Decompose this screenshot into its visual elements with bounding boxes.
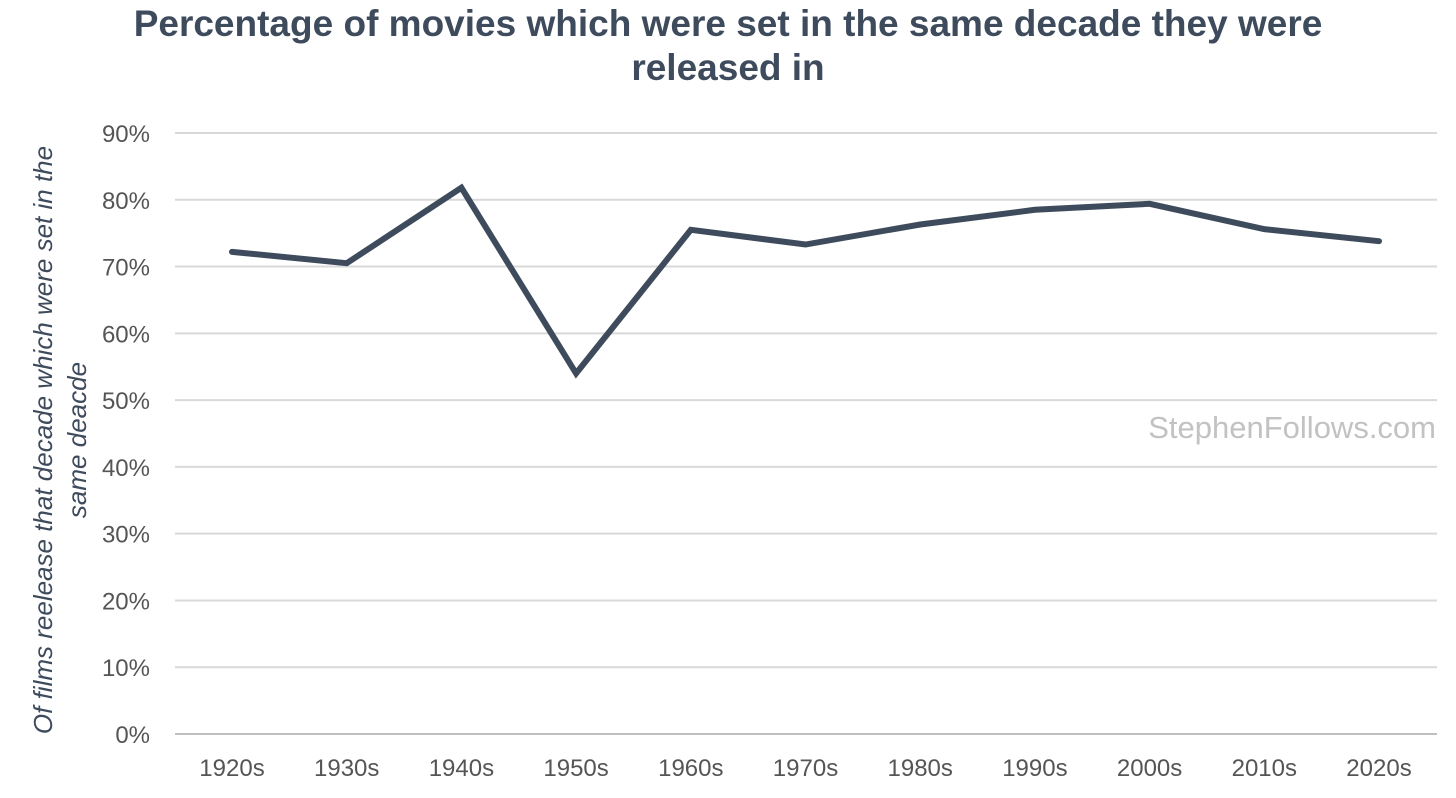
- y-tick-label: 40%: [102, 455, 150, 482]
- x-tick-label: 2010s: [1232, 755, 1297, 782]
- y-tick-label: 20%: [102, 588, 150, 615]
- x-tick-label: 1970s: [773, 755, 838, 782]
- y-tick-label: 50%: [102, 388, 150, 415]
- x-tick-label: 1980s: [888, 755, 953, 782]
- x-axis-ticks: 1920s 1930s 1940s 1950s 1960s 1970s 1980s 1990s…: [199, 755, 1411, 782]
- data-point-1930s: [346, 262, 348, 264]
- y-tick-label: 0%: [115, 722, 150, 749]
- y-tick-label: 90%: [102, 121, 150, 148]
- series-line: [229, 183, 1382, 379]
- data-point-1920s: [231, 251, 233, 253]
- data-point-1960s: [690, 229, 692, 231]
- data-point-1980s: [919, 223, 921, 225]
- data-point-1970s: [805, 244, 806, 246]
- x-tick-label: 1940s: [429, 755, 494, 782]
- data-point-2000s: [1149, 203, 1151, 205]
- x-tick-label: 1960s: [658, 755, 723, 782]
- x-tick-label: 1950s: [543, 755, 608, 782]
- gridlines: [175, 132, 1437, 735]
- y-tick-label: 80%: [102, 188, 150, 215]
- data-point-2010s: [1263, 228, 1265, 230]
- x-tick-label: 1920s: [199, 755, 264, 782]
- y-tick-label: 10%: [102, 655, 150, 682]
- y-tick-label: 30%: [102, 522, 150, 549]
- y-tick-label: 60%: [102, 321, 150, 348]
- x-tick-label: 2020s: [1346, 755, 1411, 782]
- series-layer: [229, 183, 1382, 379]
- data-point-1950s: [575, 372, 577, 374]
- x-tick-label: 1930s: [314, 755, 379, 782]
- y-axis-ticks: 0% 10% 20% 30% 40% 50% 60% 70% 80% 90%: [102, 121, 150, 749]
- chart-title: Percentage of movies which were set in t…: [133, 3, 1323, 88]
- data-point-1940s: [460, 187, 462, 189]
- x-tick-label: 2000s: [1117, 755, 1182, 782]
- x-tick-label: 1990s: [1002, 755, 1067, 782]
- watermark: StephenFollows.com: [1148, 410, 1436, 445]
- data-point-1990s: [1034, 209, 1036, 211]
- data-point-2020s: [1378, 240, 1380, 242]
- y-tick-label: 70%: [102, 255, 150, 282]
